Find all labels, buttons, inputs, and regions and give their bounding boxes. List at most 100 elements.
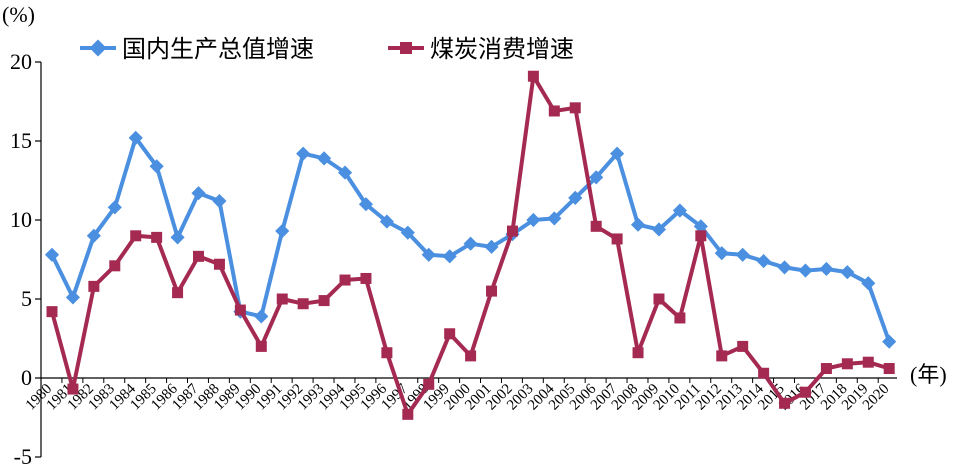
data-point [506,225,518,237]
data-point [442,249,457,264]
data-point [569,102,581,114]
data-point [589,170,604,185]
data-point [861,276,876,291]
data-point [693,219,708,234]
data-point [735,247,750,262]
data-point [653,293,665,305]
data-point [798,263,813,278]
data-point [337,165,353,180]
data-point [358,197,374,212]
legend-label-coal: 煤炭消费增速 [430,35,574,63]
legend-item-coal: 煤炭消费增速 [388,35,574,63]
data-point [799,386,811,398]
data-point [568,190,583,205]
y-tick-label: 5 [21,286,32,311]
data-point [151,231,163,243]
data-point [547,211,562,226]
data-point [360,272,372,284]
data-point [862,356,874,368]
data-point [632,347,644,359]
y-tick-label: 10 [10,207,32,232]
data-point [444,328,456,340]
y-tick-label: -5 [14,444,32,469]
axes [40,62,897,457]
data-point [44,247,60,262]
data-point [254,309,269,324]
data-point [840,265,855,280]
data-point [737,340,749,352]
data-point [465,350,477,362]
data-point [317,151,332,166]
data-point [463,236,478,251]
data-point [276,293,288,305]
data-point [234,304,246,316]
data-point [841,358,853,370]
data-point [130,230,142,242]
data-point [318,295,330,307]
data-point [779,397,791,409]
data-point [67,383,79,395]
data-point [548,105,560,117]
data-point [191,186,206,201]
data-point [527,70,539,82]
data-point [651,222,667,237]
data-point [611,233,623,245]
y-tick-label: 20 [10,49,32,74]
data-point [882,334,897,349]
legend-label-gdp: 国内生产总值增速 [122,35,314,63]
data-point [297,298,309,310]
data-point [193,250,205,262]
data-point [484,239,499,254]
data-point [88,280,100,292]
data-point [758,367,770,379]
data-point [255,340,267,352]
data-point [819,261,834,277]
data-point [381,347,393,359]
data-point [296,146,311,161]
legend: 国内生产总值增速 煤炭消费增速 [80,35,574,63]
data-point [674,312,686,324]
y-tick-label: 0 [21,365,32,390]
data-point [672,203,687,218]
data-point [170,230,185,245]
data-point [402,408,414,420]
legend-item-gdp: 国内生产总值增速 [80,35,314,63]
data-point [695,230,707,242]
data-point [46,306,58,318]
y-ticks: -5 0 5 10 15 20 [10,49,41,469]
data-point [883,363,895,375]
data-point [716,350,728,362]
data-point [400,225,415,240]
data-point [172,287,184,299]
data-point [421,247,436,262]
data-point [714,246,729,261]
data-point [65,290,81,305]
data-point [630,217,646,232]
data-point [275,223,290,239]
series-layer [44,70,897,420]
series-gdp [44,130,897,349]
data-point [756,254,771,269]
data-point [213,258,225,270]
data-point [820,363,832,375]
x-ticks: 1980198119821983198419851986198719881989… [23,378,892,413]
data-point [590,220,602,232]
y-tick-label: 15 [10,128,32,153]
legend-marker-coal [400,42,412,54]
data-point [212,193,227,209]
data-point [526,212,541,228]
data-point [486,285,498,297]
legend-marker-gdp [89,39,107,57]
x-axis-unit-label: (年) [910,362,947,387]
data-point [777,260,792,275]
data-point [610,146,625,161]
series-coal [46,70,895,420]
data-point [149,159,164,174]
data-point [423,378,435,390]
data-point [109,260,121,272]
data-point [379,214,394,229]
data-point [128,130,143,145]
y-axis-unit-label: (%) [2,2,35,27]
data-point [339,274,351,286]
